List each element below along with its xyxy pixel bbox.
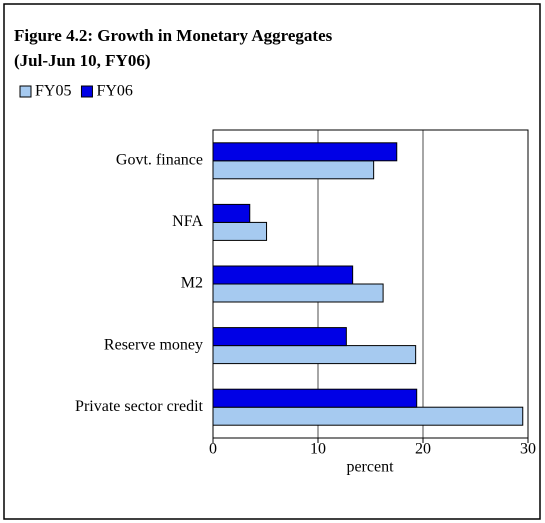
- x-axis-label: percent: [346, 459, 394, 476]
- bar: [213, 161, 374, 179]
- y-tick-label: Reserve money: [104, 336, 203, 353]
- bar: [213, 389, 417, 407]
- x-tick-label: 10: [310, 441, 326, 458]
- x-tick-label: 0: [209, 441, 217, 458]
- bar: [213, 284, 383, 302]
- bar: [213, 204, 250, 222]
- legend-label: FY05: [35, 83, 71, 100]
- chart: Figure 4.2: Growth in Monetary Aggregate…: [0, 0, 545, 523]
- bar: [213, 346, 416, 364]
- legend-label: FY06: [96, 83, 132, 100]
- chart-title: Figure 4.2: Growth in Monetary Aggregate…: [14, 26, 333, 45]
- bar: [213, 328, 346, 346]
- y-tick-label: Govt. finance: [116, 151, 203, 168]
- y-tick-label: NFA: [172, 213, 203, 230]
- y-tick-label: Private sector credit: [75, 398, 204, 415]
- y-tick-label: M2: [181, 275, 203, 292]
- bar: [213, 266, 353, 284]
- bar: [213, 143, 397, 161]
- bar: [213, 222, 267, 240]
- x-tick-label: 30: [520, 441, 536, 458]
- bar: [213, 407, 523, 425]
- x-tick-label: 20: [415, 441, 431, 458]
- legend-swatch: [81, 86, 92, 97]
- chart-subtitle: (Jul-Jun 10, FY06): [14, 51, 150, 70]
- legend-swatch: [20, 86, 31, 97]
